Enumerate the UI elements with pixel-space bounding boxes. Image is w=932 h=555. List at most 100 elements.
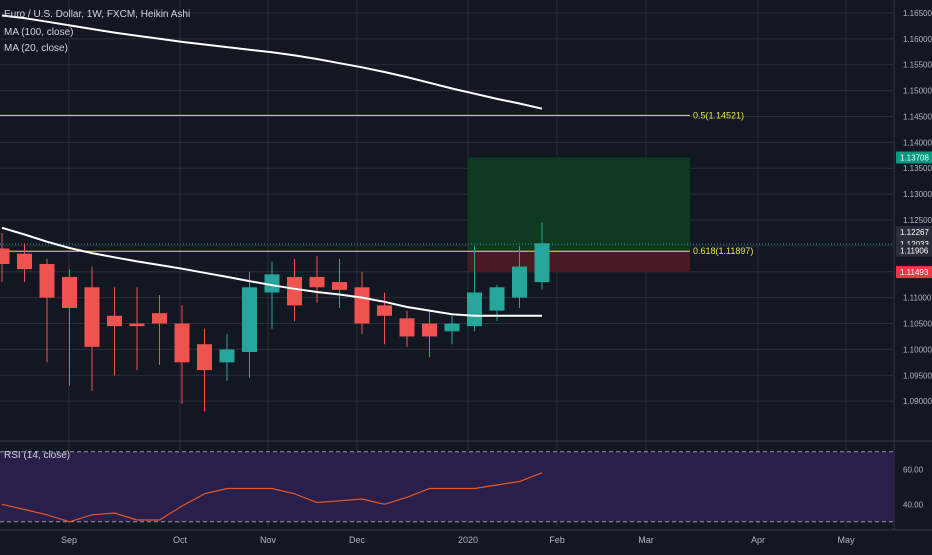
price-tick-label: 1.14000 bbox=[903, 138, 932, 147]
target-zone[interactable] bbox=[468, 157, 690, 251]
candle-body bbox=[17, 253, 32, 270]
time-tick-label: Feb bbox=[549, 535, 565, 545]
stop-zone[interactable] bbox=[468, 250, 690, 273]
price-tick-label: 1.16500 bbox=[903, 9, 932, 18]
candle-body bbox=[129, 323, 145, 327]
legend-symbol: Euro / U.S. Dollar, 1W, FXCM, Heikin Ash… bbox=[4, 9, 190, 20]
candle[interactable] bbox=[0, 232, 10, 283]
price-tick-label: 1.11000 bbox=[903, 294, 932, 303]
ma100-line[interactable] bbox=[1, 14, 543, 110]
price-tick-label: 1.15000 bbox=[903, 87, 932, 96]
price-tick-label: 1.09000 bbox=[903, 397, 932, 406]
candle[interactable] bbox=[84, 266, 100, 391]
rsi-band-fill bbox=[0, 451, 894, 522]
candle-body bbox=[152, 313, 167, 324]
candle-body bbox=[534, 243, 550, 283]
candle-body bbox=[377, 305, 392, 316]
price-tag-text: 1.12033 bbox=[900, 240, 929, 249]
rsi-pane[interactable]: 60.00 40.00 bbox=[0, 451, 924, 523]
candle[interactable] bbox=[152, 295, 167, 365]
candle[interactable] bbox=[264, 261, 280, 329]
price-tag-bg bbox=[896, 266, 932, 279]
time-tick-label: 2020 bbox=[458, 535, 478, 545]
rsi-tick-label: 40.00 bbox=[903, 500, 924, 509]
grid-lines bbox=[0, 0, 932, 531]
candle-body bbox=[444, 323, 460, 332]
price-tag-bg bbox=[896, 244, 932, 257]
price-tag: 1.11906 bbox=[896, 244, 932, 257]
candle[interactable] bbox=[219, 333, 235, 381]
candle[interactable] bbox=[534, 222, 550, 290]
legend-rsi: RSI (14, close) bbox=[4, 450, 70, 461]
legend: Euro / U.S. Dollar, 1W, FXCM, Heikin Ash… bbox=[4, 9, 190, 461]
candle[interactable] bbox=[287, 258, 302, 321]
candle-body bbox=[489, 287, 505, 311]
candle[interactable] bbox=[309, 256, 325, 303]
candle[interactable] bbox=[399, 310, 415, 347]
time-tick-label: Sep bbox=[61, 535, 77, 545]
legend-ma20: MA (20, close) bbox=[4, 43, 68, 54]
candle[interactable] bbox=[512, 245, 527, 308]
candle[interactable] bbox=[62, 269, 77, 386]
price-tag-text: 1.11493 bbox=[900, 268, 929, 277]
time-tick-label: Mar bbox=[638, 535, 654, 545]
candle-body bbox=[354, 287, 370, 324]
candle-body bbox=[0, 248, 10, 264]
price-tick-label: 1.13000 bbox=[903, 190, 932, 199]
candle[interactable] bbox=[39, 258, 55, 363]
candles[interactable] bbox=[0, 222, 550, 412]
price-tag: 1.12267 bbox=[896, 226, 932, 239]
time-tick-label: Apr bbox=[751, 535, 765, 545]
price-tag-bg bbox=[896, 151, 932, 164]
price-tag-bg bbox=[896, 226, 932, 239]
candle-body bbox=[219, 349, 235, 363]
price-tick-label: 1.10500 bbox=[903, 320, 932, 329]
candle-body bbox=[84, 287, 100, 347]
rsi-line[interactable] bbox=[1, 472, 543, 523]
price-tag-text: 1.12267 bbox=[900, 228, 929, 237]
candle-body bbox=[39, 264, 55, 298]
candle-body bbox=[197, 344, 212, 371]
time-tick-label: Dec bbox=[349, 535, 366, 545]
time-tick-label: Oct bbox=[173, 535, 188, 545]
candle-body bbox=[242, 287, 257, 352]
candle[interactable] bbox=[174, 305, 190, 404]
candle-body bbox=[512, 266, 527, 298]
candle[interactable] bbox=[107, 287, 122, 376]
ma20-line[interactable] bbox=[1, 226, 542, 317]
candle-body bbox=[107, 315, 122, 327]
moving-averages[interactable] bbox=[1, 14, 543, 317]
price-tick-label: 1.16000 bbox=[903, 35, 932, 44]
candle-body bbox=[174, 323, 190, 363]
candle-body bbox=[309, 276, 325, 288]
fib-levels[interactable]: 0.5(1.14521) 0.618(1.11897) bbox=[0, 110, 753, 256]
candle[interactable] bbox=[467, 245, 482, 332]
candle-body bbox=[467, 292, 482, 327]
rsi-tick-label: 60.00 bbox=[903, 465, 924, 474]
candle[interactable] bbox=[242, 271, 257, 378]
candle-body bbox=[332, 282, 347, 290]
candle[interactable] bbox=[422, 310, 437, 358]
candle-body bbox=[264, 274, 280, 293]
candle[interactable] bbox=[332, 258, 347, 308]
price-tag: 1.11493 bbox=[896, 266, 932, 279]
time-axis[interactable]: Sep Oct Nov Dec 2020 Feb Mar Apr May bbox=[61, 535, 855, 545]
candle[interactable] bbox=[197, 328, 212, 412]
price-tag: 1.13708 bbox=[896, 151, 932, 164]
price-tick-label: 1.12500 bbox=[903, 216, 932, 225]
candle[interactable] bbox=[17, 243, 32, 283]
candle[interactable] bbox=[444, 315, 460, 345]
candle-body bbox=[399, 318, 415, 337]
fib-level-label: 0.618(1.11897) bbox=[693, 246, 753, 256]
price-tick-label: 1.15500 bbox=[903, 61, 932, 70]
price-tick-label: 1.09500 bbox=[903, 371, 932, 380]
legend-ma100: MA (100, close) bbox=[4, 27, 73, 38]
time-tick-label: Nov bbox=[260, 535, 277, 545]
candle-body bbox=[422, 323, 437, 337]
candle[interactable] bbox=[129, 287, 145, 371]
price-tick-label: 1.10000 bbox=[903, 345, 932, 354]
price-tick-label: 1.13500 bbox=[903, 164, 932, 173]
price-axis[interactable]: 1.090001.095001.100001.105001.110001.115… bbox=[896, 9, 932, 406]
